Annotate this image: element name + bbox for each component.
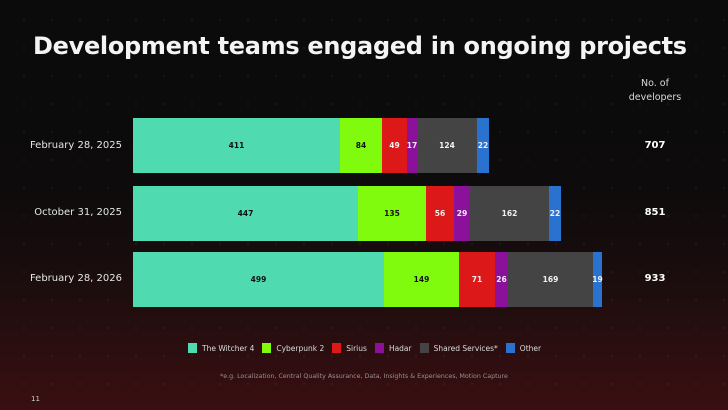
footnote: *e.g. Localization, Central Quality Assu… bbox=[220, 373, 508, 380]
bar-segment-sirius: 71 bbox=[459, 252, 495, 307]
bar-segment-sirius: 56 bbox=[426, 186, 454, 241]
legend-label: The Witcher 4 bbox=[202, 343, 255, 353]
bar-segment-cyberpunk-2: 84 bbox=[340, 118, 382, 173]
bar-segment-shared-services: 169 bbox=[508, 252, 593, 307]
bar-segment-cyberpunk-2: 149 bbox=[384, 252, 459, 307]
legend-item-cyberpunk-2: Cyberpunk 2 bbox=[262, 343, 324, 353]
stacked-bar: 447 135 56 29 162 22 bbox=[133, 186, 561, 241]
row-total: 933 bbox=[644, 273, 666, 284]
slide-title: Development teams engaged in ongoing pro… bbox=[33, 32, 687, 60]
legend-item-hadar: Hadar bbox=[374, 343, 412, 353]
legend-swatch-icon bbox=[332, 343, 342, 353]
bar-segment-hadar: 29 bbox=[454, 186, 470, 241]
legend-item-shared-services: Shared Services* bbox=[419, 343, 498, 353]
bar-segment-sirius: 49 bbox=[382, 118, 407, 173]
bar-segment-other: 22 bbox=[477, 118, 489, 173]
bar-segment-other: 22 bbox=[549, 186, 561, 241]
legend-swatch-icon bbox=[262, 343, 272, 353]
bar-segment-other: 19 bbox=[592, 252, 603, 307]
row-label: February 28, 2025 bbox=[29, 140, 122, 151]
bar-segment-the-witcher-4: 411 bbox=[133, 118, 340, 173]
legend-item-the-witcher-4: The Witcher 4 bbox=[188, 343, 254, 353]
row-label: October 31, 2025 bbox=[34, 207, 122, 218]
legend-swatch-icon bbox=[505, 343, 515, 353]
legend-label: Other bbox=[519, 343, 542, 353]
bar-segment-hadar: 26 bbox=[495, 252, 508, 307]
legend-swatch-icon bbox=[188, 343, 197, 353]
legend-swatch-icon bbox=[374, 343, 384, 353]
bar-segment-hadar: 17 bbox=[407, 118, 417, 173]
legend-label: Sirius bbox=[346, 343, 367, 353]
legend-label: Hadar bbox=[388, 343, 412, 353]
bar-segment-the-witcher-4: 447 bbox=[133, 186, 358, 241]
bar-segment-shared-services: 124 bbox=[417, 118, 477, 173]
legend-label: Cyberpunk 2 bbox=[276, 343, 325, 353]
page-number: 11 bbox=[31, 395, 40, 403]
legend-swatch-icon bbox=[419, 343, 429, 353]
row-label: February 28, 2026 bbox=[29, 273, 122, 284]
chart-legend: The Witcher 4 Cyberpunk 2 Sirius Hadar S… bbox=[188, 343, 549, 353]
stacked-bar: 499 149 71 26 169 19 bbox=[133, 252, 603, 307]
total-column-header: No. of developers bbox=[628, 78, 682, 103]
legend-label: Shared Services* bbox=[433, 343, 498, 353]
stacked-bar: 411 84 49 17 124 22 bbox=[133, 118, 489, 173]
legend-item-other: Other bbox=[505, 343, 542, 353]
legend-item-sirius: Sirius bbox=[332, 343, 367, 353]
bar-segment-the-witcher-4: 499 bbox=[133, 252, 384, 307]
row-total: 851 bbox=[644, 207, 666, 218]
row-total: 707 bbox=[644, 140, 666, 151]
bar-segment-shared-services: 162 bbox=[470, 186, 549, 241]
bar-segment-cyberpunk-2: 135 bbox=[358, 186, 426, 241]
